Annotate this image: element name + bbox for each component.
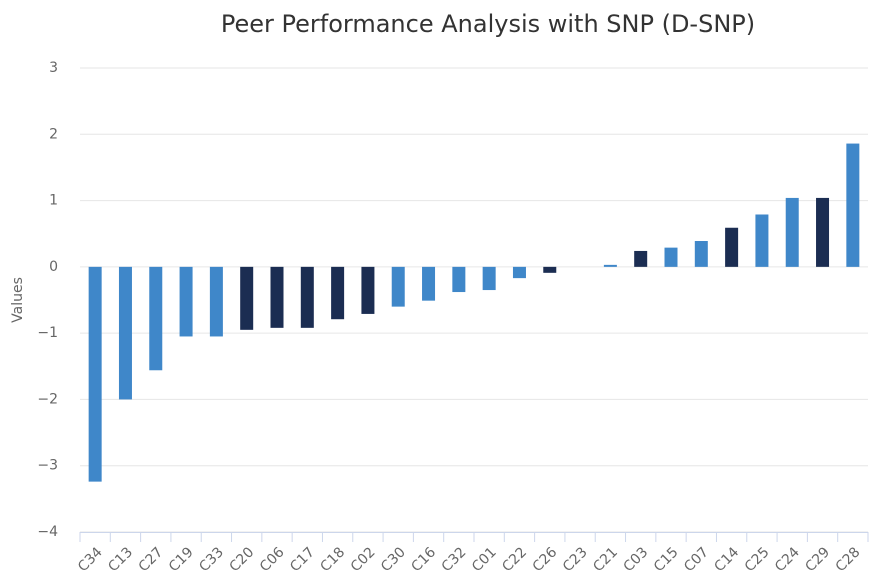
x-tick-label: C02 (348, 544, 379, 575)
bar (179, 266, 193, 337)
x-tick-label: C19 (166, 544, 197, 575)
bar (331, 266, 345, 320)
x-tick-label: C01 (469, 544, 500, 575)
y-tick-label: −2 (37, 391, 58, 407)
bar (482, 266, 496, 291)
bar (755, 214, 769, 267)
bar (149, 266, 163, 371)
bar (240, 266, 254, 330)
x-tick-label: C33 (196, 544, 227, 575)
bar (452, 266, 466, 293)
x-tick-label: C32 (439, 544, 470, 575)
bar (785, 197, 799, 267)
y-tick-label: −3 (37, 458, 58, 474)
bar (634, 250, 648, 267)
bar (512, 266, 526, 279)
x-tick-label: C07 (681, 544, 712, 575)
x-tick-label: C20 (227, 544, 258, 575)
x-tick-label: C16 (408, 544, 439, 575)
x-tick-label: C23 (560, 544, 591, 575)
chart-title: Peer Performance Analysis with SNP (D-SN… (221, 10, 755, 38)
bar (816, 197, 830, 267)
x-tick-label: C28 (833, 544, 864, 575)
bar (270, 266, 284, 328)
x-tick-label: C13 (105, 544, 136, 575)
x-tick-label: C27 (136, 544, 167, 575)
x-tick-label: C21 (590, 544, 621, 575)
bar (361, 266, 375, 314)
bar (846, 143, 860, 267)
y-tick-label: 3 (49, 60, 58, 76)
x-tick-label: C34 (75, 544, 106, 575)
bar (391, 266, 405, 307)
bar (88, 266, 102, 482)
y-tick-label: −4 (37, 524, 58, 540)
x-tick-label: C14 (711, 544, 742, 575)
x-tick-label: C03 (621, 544, 652, 575)
x-tick-label: C24 (772, 544, 803, 575)
x-tick-label: C17 (287, 544, 318, 575)
bar (694, 241, 708, 267)
bar (118, 266, 132, 400)
bar (300, 266, 314, 328)
x-tick-label: C29 (802, 544, 833, 575)
x-tick-label: C06 (257, 544, 288, 575)
x-tick-label: C30 (378, 544, 409, 575)
y-tick-label: 1 (49, 193, 58, 209)
x-tick-label: C25 (742, 544, 773, 575)
x-tick-label: C22 (499, 544, 530, 575)
y-tick-label: 0 (49, 259, 58, 275)
x-tick-label: C26 (530, 544, 561, 575)
bar (725, 227, 739, 267)
x-tick-label: C18 (317, 544, 348, 575)
y-tick-label: −1 (37, 325, 58, 341)
bar (422, 266, 436, 301)
bar (209, 266, 223, 337)
x-tick-label: C15 (651, 544, 682, 575)
y-axis-title: Values (10, 277, 26, 323)
bar (603, 264, 617, 267)
bar (543, 266, 557, 273)
bar (664, 247, 678, 267)
y-tick-label: 2 (49, 126, 58, 142)
